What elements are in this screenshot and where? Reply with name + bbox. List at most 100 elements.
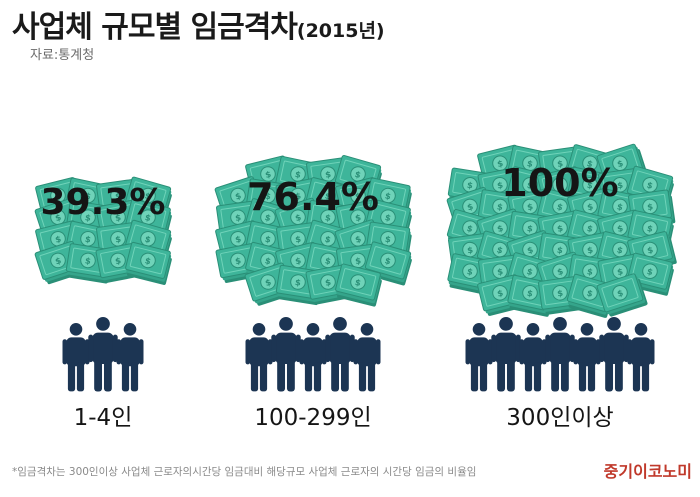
svg-text:$: $ [586, 244, 594, 255]
svg-text:$: $ [324, 169, 331, 180]
svg-text:$: $ [324, 234, 333, 245]
svg-text:$: $ [496, 288, 504, 299]
value-label: 100% [501, 161, 618, 205]
svg-text:$: $ [586, 201, 594, 212]
svg-text:$: $ [264, 255, 272, 266]
category-label: 300인이상 [506, 405, 613, 431]
value-label: 39.3% [41, 182, 166, 223]
svg-text:$: $ [234, 234, 242, 245]
money-stack: $ $ $ $ $ $ $ $ $ $ $ $ $ $ $ $ [34, 176, 172, 285]
svg-text:$: $ [114, 255, 122, 266]
svg-text:$: $ [354, 277, 362, 288]
svg-text:$: $ [84, 255, 91, 266]
svg-text:$: $ [294, 169, 302, 180]
svg-text:$: $ [466, 180, 473, 191]
svg-text:$: $ [294, 277, 301, 288]
svg-text:$: $ [294, 255, 302, 266]
category-group: $ $ $ $ $ $ $ $ $ $ $ $ $ $ $ $39.3% 1-4인 [34, 176, 172, 431]
svg-text:$: $ [526, 201, 534, 212]
category-group: $ $ $ $ $ $ $ $ $ $ $ $ $ $ $ $ $ $ $ $ $ $ $ $ $ $ $ $ $ $ $ $76.4% 100… [214, 155, 412, 431]
svg-text:$: $ [466, 266, 474, 277]
svg-text:$: $ [466, 223, 475, 234]
person-icon [353, 323, 381, 392]
svg-text:$: $ [264, 169, 272, 180]
person-icon [465, 323, 493, 392]
svg-text:$: $ [384, 190, 392, 201]
person-icon [88, 317, 118, 392]
svg-text:$: $ [54, 190, 62, 201]
svg-text:$: $ [54, 212, 63, 223]
people-row [62, 317, 144, 392]
svg-text:$: $ [234, 212, 241, 223]
svg-text:$: $ [586, 180, 594, 191]
svg-text:$: $ [144, 212, 152, 223]
svg-text:$: $ [144, 234, 153, 245]
svg-text:$: $ [496, 244, 505, 255]
svg-text:$: $ [646, 223, 654, 234]
brand-logo: 중기이코노미 [603, 462, 692, 481]
svg-text:$: $ [496, 266, 503, 277]
svg-text:$: $ [616, 287, 625, 298]
footnote: *임금격차는 300인이상 사업체 근로자의시간당 임금대비 해당규모 사업체 … [12, 466, 477, 478]
svg-text:$: $ [556, 245, 563, 256]
people-row [245, 317, 381, 392]
svg-text:$: $ [294, 190, 302, 201]
svg-text:$: $ [646, 180, 655, 191]
svg-text:$: $ [496, 223, 505, 234]
svg-text:$: $ [496, 158, 504, 169]
svg-text:$: $ [324, 255, 332, 266]
svg-text:$: $ [586, 223, 594, 234]
svg-text:$: $ [496, 201, 503, 212]
svg-text:$: $ [616, 201, 624, 212]
person-icon [245, 323, 273, 392]
person-icon [519, 323, 547, 392]
svg-text:$: $ [354, 212, 362, 223]
svg-text:$: $ [324, 277, 332, 288]
svg-text:$: $ [616, 180, 623, 191]
svg-text:$: $ [616, 266, 624, 277]
svg-text:$: $ [646, 201, 653, 212]
svg-text:$: $ [384, 212, 392, 223]
svg-text:$: $ [616, 158, 625, 169]
svg-text:$: $ [234, 190, 243, 201]
value-label: 76.4% [247, 175, 379, 219]
svg-text:$: $ [264, 277, 273, 288]
person-icon [627, 323, 655, 392]
svg-text:$: $ [264, 234, 272, 245]
svg-text:$: $ [526, 180, 534, 191]
person-icon [545, 317, 575, 392]
svg-text:$: $ [526, 288, 534, 299]
person-icon [62, 323, 90, 392]
svg-text:$: $ [556, 180, 564, 191]
person-icon [491, 317, 521, 392]
svg-text:$: $ [354, 190, 362, 201]
svg-text:$: $ [324, 190, 332, 201]
svg-text:$: $ [384, 255, 393, 266]
svg-text:$: $ [324, 212, 331, 223]
person-icon [599, 317, 629, 392]
svg-text:$: $ [294, 212, 303, 223]
svg-text:$: $ [556, 288, 563, 299]
money-stack: $ $ $ $ $ $ $ $ $ $ $ $ $ $ $ $ $ $ $ $ $ $ $ $ $ $ $ $ $ $ $ $ $ $ $ $ $ $ $ $… [446, 143, 677, 318]
money-stack: $ $ $ $ $ $ $ $ $ $ $ $ $ $ $ $ $ $ $ $ $ $ $ $ $ $ $ $ $ $ $ $ [214, 155, 412, 307]
svg-text:$: $ [264, 212, 273, 223]
svg-text:$: $ [526, 223, 533, 234]
category-label: 1-4인 [74, 405, 133, 431]
svg-text:$: $ [586, 266, 593, 277]
svg-text:$: $ [144, 255, 152, 266]
svg-text:$: $ [84, 234, 92, 245]
svg-text:$: $ [384, 234, 391, 245]
svg-text:$: $ [294, 234, 301, 245]
person-icon [271, 317, 301, 392]
svg-text:$: $ [646, 266, 654, 277]
person-icon [299, 323, 327, 392]
svg-text:$: $ [466, 201, 475, 212]
category-label: 100-299인 [254, 405, 371, 431]
svg-text:$: $ [586, 158, 595, 169]
svg-text:$: $ [556, 266, 565, 277]
svg-text:$: $ [234, 255, 242, 266]
svg-text:$: $ [526, 244, 535, 255]
svg-text:$: $ [526, 266, 535, 277]
svg-text:$: $ [114, 212, 122, 223]
